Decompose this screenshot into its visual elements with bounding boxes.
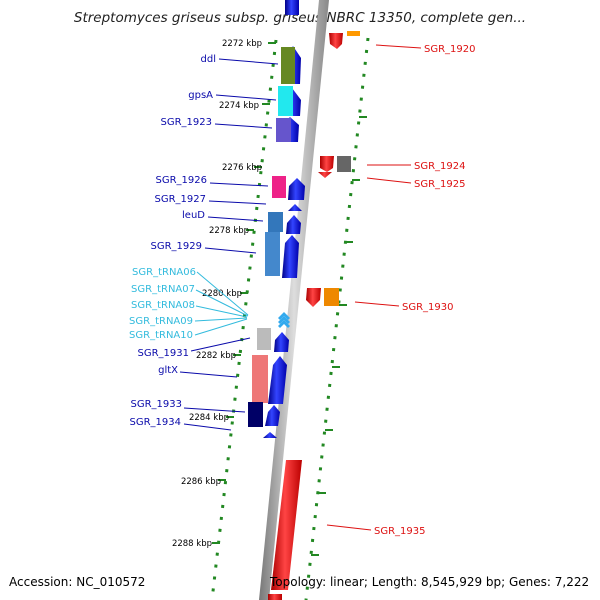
gene-arrow-sgr1924[interactable] — [320, 156, 334, 172]
gene-arrow-sgr1935[interactable] — [271, 460, 302, 590]
scale-ticks — [212, 42, 276, 544]
cog-box-gpsA[interactable] — [278, 86, 293, 116]
gene-arrow-sgr1933[interactable] — [265, 405, 280, 426]
gene-arrow-gltX[interactable] — [268, 356, 287, 404]
forward-track-dots — [210, 39, 278, 600]
rna-label-trna10[interactable]: SGR_tRNA10 — [129, 330, 193, 341]
rna-label-trna09[interactable]: SGR_tRNA09 — [129, 316, 193, 327]
cog-box-sgr1931[interactable] — [257, 328, 271, 350]
gene-arrow-sgr1934[interactable] — [263, 432, 277, 438]
gene-arrow-sgr1930[interactable] — [306, 288, 321, 307]
rna-leader-lines — [194, 271, 249, 336]
gene-label-sgr1935[interactable]: SGR_1935 — [374, 526, 426, 537]
gene-arrow-bottom[interactable] — [268, 594, 282, 600]
trna-chevrons[interactable] — [278, 312, 290, 328]
scale-label: 2280 kbp — [202, 289, 242, 299]
cog-box-gltX[interactable] — [252, 355, 268, 403]
gene-arrow-leuD[interactable] — [286, 215, 301, 234]
gene-label-sgr1933[interactable]: SGR_1933 — [131, 399, 183, 410]
trna-arrow[interactable] — [278, 320, 290, 328]
cog-box-sgr1926[interactable] — [272, 176, 286, 198]
gene-label-gltX[interactable]: gltX — [158, 365, 178, 376]
accession-text: Accession: NC_010572 — [9, 575, 146, 589]
gene-label-sgr1920[interactable]: SGR_1920 — [424, 44, 476, 55]
scale-label: 2284 kbp — [189, 413, 229, 423]
scale-label: 2278 kbp — [209, 226, 249, 236]
gene-label-sgr1926[interactable]: SGR_1926 — [156, 175, 208, 186]
cog-box-sgr1933[interactable] — [248, 402, 263, 427]
scale-label: 2272 kbp — [222, 39, 262, 49]
gene-arrow-sgr1920[interactable] — [329, 33, 343, 49]
rna-label-trna08[interactable]: SGR_tRNA08 — [131, 300, 195, 311]
gene-label-ddl[interactable]: ddl — [201, 54, 216, 65]
reverse-track-ticks — [311, 116, 367, 556]
cog-box-leuD[interactable] — [268, 212, 283, 232]
gene-label-sgr1927[interactable]: SGR_1927 — [155, 194, 207, 205]
scale-label: 2286 kbp — [181, 477, 221, 487]
gene-arrow-top[interactable] — [285, 0, 299, 15]
gene-label-sgr1924[interactable]: SGR_1924 — [414, 161, 466, 172]
cog-box-sgr1924[interactable] — [337, 156, 351, 172]
gene-label-sgr1930[interactable]: SGR_1930 — [402, 302, 454, 313]
cog-box-sgr1923[interactable] — [276, 118, 291, 142]
rna-label-trna06[interactable]: SGR_tRNA06 — [132, 267, 196, 278]
scale-label: 2274 kbp — [219, 101, 259, 111]
reverse-genes[interactable] — [268, 33, 343, 600]
reverse-cog-boxes[interactable] — [324, 31, 360, 306]
left-leader-lines — [179, 58, 279, 431]
gene-label-gpsA[interactable]: gpsA — [188, 90, 213, 101]
rna-label-trna07[interactable]: SGR_tRNA07 — [131, 284, 195, 295]
gene-arrow-sgr1929[interactable] — [282, 235, 299, 278]
right-labels: SGR_1920 SGR_1924 SGR_1925 SGR_1930 SGR_… — [374, 44, 476, 537]
scale-label: 2282 kbp — [196, 351, 236, 361]
forward-cog-boxes[interactable] — [248, 47, 295, 427]
gene-label-sgr1925[interactable]: SGR_1925 — [414, 179, 466, 190]
scale-label: 2288 kbp — [172, 539, 212, 549]
gene-arrow-sgr1925[interactable] — [318, 172, 332, 178]
gene-label-sgr1929[interactable]: SGR_1929 — [151, 241, 203, 252]
gene-arrow-sgr1926[interactable] — [288, 178, 305, 200]
left-labels: ddl gpsA SGR_1923 SGR_1926 SGR_1927 leuD… — [129, 54, 216, 428]
scale-labels: 2272 kbp 2274 kbp 2276 kbp 2278 kbp 2280… — [172, 39, 262, 549]
gene-label-sgr1923[interactable]: SGR_1923 — [161, 117, 213, 128]
genome-summary-text: Topology: linear; Length: 8,545,929 bp; … — [270, 575, 590, 589]
gene-label-sgr1931[interactable]: SGR_1931 — [138, 348, 190, 359]
gene-arrow-sgr1927[interactable] — [288, 204, 302, 211]
scale-label: 2276 kbp — [222, 163, 262, 173]
cog-box-sgr1930[interactable] — [324, 288, 339, 306]
cog-box-sgr1929[interactable] — [265, 232, 280, 276]
gene-label-sgr1934[interactable]: SGR_1934 — [130, 417, 182, 428]
right-leader-lines — [326, 44, 422, 531]
map-title: Streptomyces griseus subsp. griseus NBRC… — [73, 10, 527, 26]
cog-box-ddl[interactable] — [281, 47, 295, 84]
gene-label-leuD[interactable]: leuD — [182, 210, 205, 221]
gene-arrow-sgr1931[interactable] — [274, 332, 289, 352]
backbone — [259, 0, 329, 600]
cog-box-sgr1920[interactable] — [347, 31, 360, 36]
